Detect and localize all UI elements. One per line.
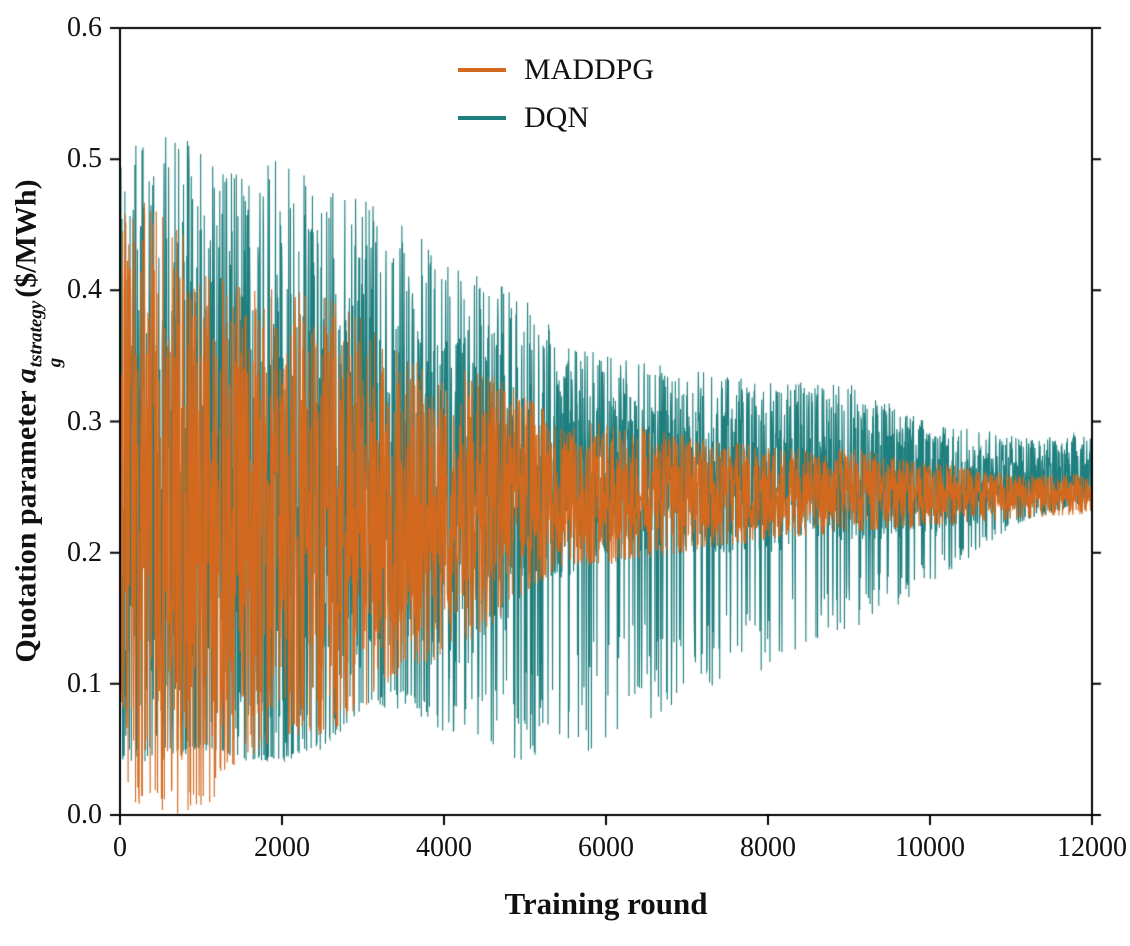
- y-tick-label: 0.2: [67, 536, 102, 568]
- y-axis-label-supsub: tstrategy g: [25, 300, 66, 368]
- y-tick-label: 0.3: [67, 405, 102, 437]
- y-axis-label-variable: a: [9, 368, 43, 384]
- y-axis-label-superscript: tstrategy: [25, 300, 47, 368]
- legend: MADDPG DQN: [458, 52, 654, 136]
- legend-item-maddpg: MADDPG: [458, 52, 654, 88]
- x-tick-label: 0: [113, 832, 127, 863]
- x-tick-label: 12000: [1057, 832, 1127, 863]
- y-tick-label: 0.0: [67, 799, 102, 830]
- legend-label-maddpg: MADDPG: [524, 53, 655, 86]
- legend-item-dqn: DQN: [458, 100, 654, 136]
- x-tick-label: 2000: [254, 832, 310, 863]
- x-tick-label: 6000: [578, 832, 634, 863]
- y-tick-label: 0.6: [67, 12, 102, 43]
- y-tick-label: 0.4: [67, 274, 102, 306]
- y-tick-label: 0.5: [67, 143, 102, 175]
- x-axis-label: Training round: [504, 886, 708, 921]
- dqn-line-swatch: [458, 116, 506, 120]
- y-axis-label-subscript: g: [44, 357, 66, 368]
- maddpg-line-swatch: [458, 68, 506, 72]
- x-tick-label: 8000: [740, 832, 796, 863]
- legend-label-dqn: DQN: [524, 101, 589, 134]
- x-tick-label: 4000: [416, 832, 472, 863]
- y-tick-label: 0.1: [67, 667, 102, 699]
- x-tick-label: 10000: [895, 832, 965, 863]
